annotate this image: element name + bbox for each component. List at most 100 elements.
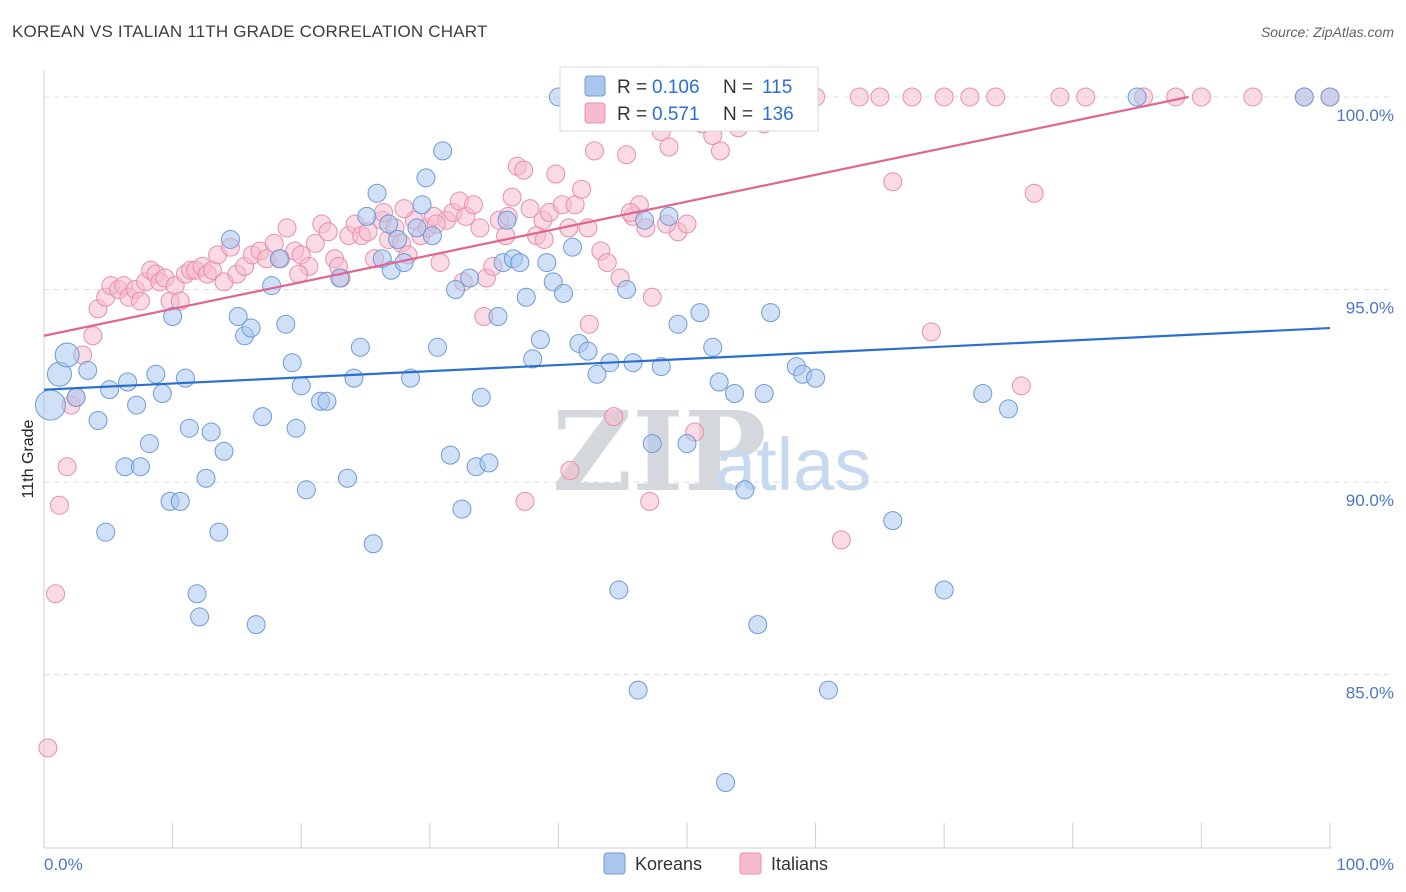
data-point bbox=[317, 391, 337, 411]
data-point bbox=[130, 291, 150, 311]
data-point bbox=[806, 368, 826, 388]
data-point bbox=[464, 195, 484, 215]
data-point bbox=[587, 364, 607, 384]
data-point bbox=[703, 337, 723, 357]
data-point bbox=[761, 303, 781, 323]
y-tick-label: 100.0% bbox=[1336, 106, 1394, 125]
data-point bbox=[175, 368, 195, 388]
data-point bbox=[305, 233, 325, 253]
data-point bbox=[659, 206, 679, 226]
koreans-r-label: R = bbox=[617, 77, 647, 98]
koreans-trend-line bbox=[43, 326, 1331, 391]
data-point bbox=[139, 434, 159, 454]
data-point bbox=[1166, 87, 1186, 107]
data-point bbox=[668, 314, 688, 334]
data-point bbox=[83, 326, 103, 346]
data-point bbox=[388, 229, 408, 249]
data-point bbox=[640, 491, 660, 511]
data-point bbox=[973, 384, 993, 404]
data-point bbox=[883, 172, 903, 192]
data-point bbox=[902, 87, 922, 107]
data-point bbox=[642, 287, 662, 307]
data-point bbox=[179, 418, 199, 438]
data-point bbox=[394, 199, 414, 219]
data-point bbox=[537, 253, 557, 273]
data-point bbox=[716, 773, 736, 793]
data-point bbox=[96, 522, 116, 542]
data-point bbox=[337, 468, 357, 488]
data-point bbox=[127, 395, 147, 415]
data-point bbox=[130, 457, 150, 477]
data-point bbox=[735, 480, 755, 500]
data-point bbox=[282, 353, 302, 373]
data-point bbox=[428, 337, 448, 357]
data-point bbox=[412, 195, 432, 215]
data-point bbox=[241, 318, 261, 338]
data-point bbox=[440, 445, 460, 465]
data-point bbox=[709, 372, 729, 392]
data-point bbox=[642, 434, 662, 454]
data-point bbox=[497, 210, 517, 230]
legend-italians-swatch bbox=[739, 852, 762, 875]
data-point bbox=[163, 306, 183, 326]
data-point bbox=[54, 342, 80, 368]
data-point bbox=[479, 453, 499, 473]
data-point bbox=[710, 141, 730, 161]
data-point bbox=[286, 418, 306, 438]
data-point bbox=[446, 280, 466, 300]
data-point bbox=[520, 199, 540, 219]
data-point bbox=[609, 580, 629, 600]
y-tick-label: 90.0% bbox=[1346, 491, 1394, 510]
data-point bbox=[460, 268, 480, 288]
koreans-swatch bbox=[584, 75, 606, 97]
data-point bbox=[597, 253, 617, 273]
data-point bbox=[921, 322, 941, 342]
data-point bbox=[277, 218, 297, 238]
data-point bbox=[1024, 183, 1044, 203]
data-point bbox=[350, 337, 370, 357]
source-credit: Source: ZipAtlas.com bbox=[1260, 24, 1394, 40]
data-point bbox=[152, 384, 172, 404]
data-point bbox=[677, 214, 697, 234]
data-point bbox=[118, 372, 138, 392]
data-point bbox=[560, 461, 580, 481]
data-point bbox=[433, 141, 453, 161]
data-point bbox=[725, 384, 745, 404]
data-point bbox=[934, 87, 954, 107]
data-point bbox=[1050, 87, 1070, 107]
y-tick-label: 85.0% bbox=[1346, 684, 1394, 703]
data-point bbox=[617, 280, 637, 300]
data-point bbox=[291, 376, 311, 396]
axes bbox=[43, 70, 1332, 849]
data-point bbox=[367, 183, 387, 203]
data-point bbox=[960, 87, 980, 107]
data-point bbox=[452, 499, 472, 519]
data-point bbox=[296, 480, 316, 500]
data-point bbox=[617, 145, 637, 165]
koreans-r-value: 0.106 bbox=[652, 77, 700, 98]
data-point bbox=[430, 253, 450, 273]
data-point bbox=[677, 434, 697, 454]
data-point bbox=[584, 141, 604, 161]
data-point bbox=[510, 253, 530, 273]
data-point bbox=[515, 491, 535, 511]
data-point bbox=[1294, 87, 1314, 107]
data-point bbox=[276, 314, 296, 334]
data-point bbox=[1243, 87, 1263, 107]
chart-title: KOREAN VS ITALIAN 11TH GRADE CORRELATION… bbox=[12, 22, 488, 41]
data-point bbox=[357, 206, 377, 226]
data-point bbox=[471, 387, 491, 407]
x-ticks bbox=[43, 823, 1331, 848]
italians-r-label: R = bbox=[617, 104, 647, 125]
data-point bbox=[190, 607, 210, 627]
data-point bbox=[554, 283, 574, 303]
koreans-n-value: 115 bbox=[762, 77, 792, 98]
data-point bbox=[187, 584, 207, 604]
data-point bbox=[344, 368, 364, 388]
data-point bbox=[196, 468, 216, 488]
data-point bbox=[578, 341, 598, 361]
legend-italians-label: Italians bbox=[771, 854, 828, 874]
data-point bbox=[635, 210, 655, 230]
data-point bbox=[401, 368, 421, 388]
data-point bbox=[659, 137, 679, 157]
